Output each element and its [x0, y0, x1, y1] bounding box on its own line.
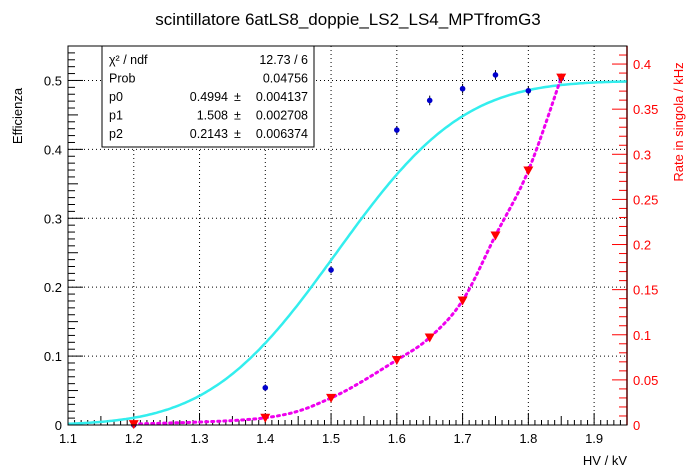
y-left-axis-label: Efficienza — [10, 87, 25, 144]
y-left-tick-label: 0.5 — [44, 73, 62, 88]
x-tick-label: 1.8 — [519, 431, 537, 446]
chart-title: scintillatore 6atLS8_doppie_LS2_LS4_MPTf… — [155, 10, 541, 29]
y-right-tick-label: 0.25 — [633, 192, 658, 207]
y-left-tick-label: 0.2 — [44, 280, 62, 295]
efficiency-point — [262, 384, 269, 391]
stats-row-value: 0.04756 — [263, 72, 308, 86]
stats-row-value: 0.2143 — [190, 127, 228, 141]
efficiency-point — [328, 267, 334, 273]
efficiency-point — [394, 127, 400, 133]
stats-row-error: 0.006374 — [256, 127, 308, 141]
rate-point — [523, 166, 534, 176]
stats-row-label: Prob — [109, 72, 135, 86]
x-tick-label: 1.3 — [190, 431, 208, 446]
x-tick-label: 1.2 — [125, 431, 143, 446]
x-tick-label: 1.5 — [322, 431, 340, 446]
fit-stats-box: χ² / ndf 12.73 / 6 Prob 0.04756 p0 0.4994 ±0.0… — [101, 45, 315, 148]
stats-row-error: 0.002708 — [256, 109, 308, 123]
y-left-tick-label: 0.1 — [44, 349, 62, 364]
efficiency-point — [459, 85, 466, 92]
stats-row-value: 12.73 / 6 — [259, 53, 308, 67]
stats-plusminus: ± — [234, 90, 241, 104]
y-left-axis: 0 0.1 0.2 0.3 0.4 0.5 — [44, 45, 83, 433]
y-right-tick-label: 0.3 — [633, 147, 651, 162]
rate-point — [556, 73, 567, 83]
y-right-tick-label: 0.05 — [633, 373, 658, 388]
efficiency-point — [492, 72, 499, 78]
rate-point — [326, 393, 337, 403]
rate-point — [391, 356, 402, 366]
y-right-tick-label: 0 — [633, 418, 640, 433]
y-left-tick-label: 0 — [55, 418, 62, 433]
efficiency-point — [426, 97, 433, 104]
stats-row-error: 0.004137 — [256, 90, 308, 104]
fit-curve — [67, 80, 627, 426]
y-right-tick-label: 0.4 — [633, 57, 651, 72]
y-right-tick-label: 0.15 — [633, 283, 658, 298]
plot-frame — [67, 45, 628, 426]
y-right-tick-label: 0.35 — [633, 102, 658, 117]
y-right-axis: 0 0.05 0.1 0.15 0.2 0.25 0.3 0.35 0.4 — [612, 45, 658, 433]
x-tick-label: 1.9 — [585, 431, 603, 446]
markers — [128, 70, 567, 430]
x-axis: 1.1 1.2 1.3 1.4 1.5 1.6 1.7 1.8 1.9 — [59, 413, 628, 446]
stats-row-value: 0.4994 — [190, 90, 228, 104]
x-tick-label: 1.7 — [454, 431, 472, 446]
y-left-tick-label: 0.4 — [44, 142, 62, 157]
rate-point — [260, 413, 271, 423]
x-axis-label: HV / kV — [583, 453, 627, 468]
stats-row-label: p1 — [109, 109, 123, 123]
rate-point — [457, 296, 468, 306]
stats-plusminus: ± — [234, 109, 241, 123]
rate-point — [490, 231, 501, 241]
stats-row-label: p2 — [109, 127, 123, 141]
y-right-tick-label: 0.1 — [633, 328, 651, 343]
x-tick-label: 1.6 — [388, 431, 406, 446]
x-tick-label: 1.4 — [256, 431, 274, 446]
y-left-tick-label: 0.3 — [44, 211, 62, 226]
stats-plusminus: ± — [234, 127, 241, 141]
stats-row-value: 1.508 — [197, 109, 228, 123]
y-right-axis-label: Rate in singola / kHz — [671, 62, 686, 181]
efficiency-point — [525, 87, 532, 94]
stats-box-frame — [101, 45, 315, 148]
y-right-tick-label: 0.2 — [633, 238, 651, 253]
rate-point — [424, 333, 435, 343]
stats-row-label: χ² / ndf — [109, 53, 148, 67]
stats-row-label: p0 — [109, 90, 123, 104]
x-tick-label: 1.1 — [59, 431, 77, 446]
